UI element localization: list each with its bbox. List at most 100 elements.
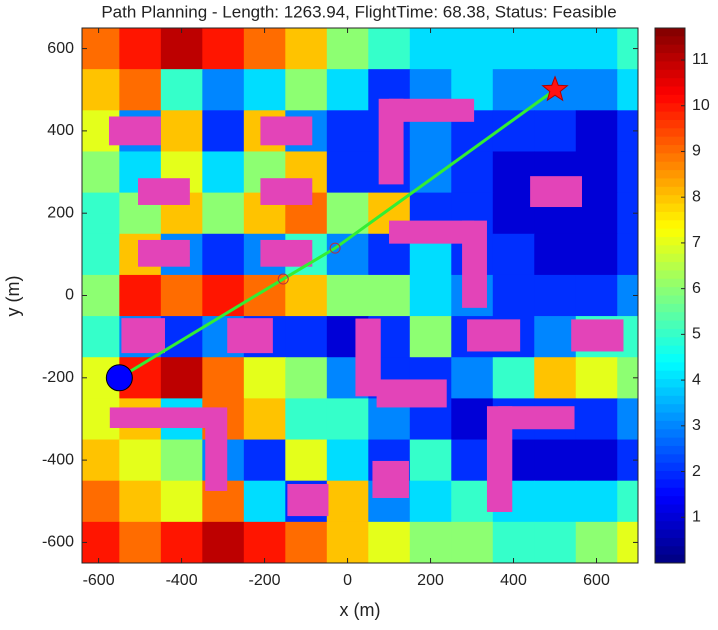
- heat-cell: [243, 357, 286, 399]
- colorbar-swatch: [655, 78, 685, 88]
- colorbar-swatch: [655, 103, 685, 113]
- obstacle: [260, 116, 313, 146]
- heat-cell: [492, 521, 535, 563]
- heat-cell: [409, 274, 452, 317]
- obstacle: [389, 220, 475, 244]
- colorbar-swatch: [655, 94, 685, 104]
- heat-cell: [451, 398, 494, 441]
- heat-cell: [617, 69, 638, 111]
- heat-cell: [534, 521, 577, 563]
- y-tick-label: 400: [47, 122, 74, 139]
- heat-cell: [534, 110, 577, 153]
- heat-cell: [243, 521, 286, 563]
- heat-cell: [617, 521, 638, 563]
- heat-cell: [575, 151, 618, 194]
- heat-cell: [82, 151, 120, 194]
- y-tick-label: -600: [42, 534, 74, 551]
- heat-cell: [534, 274, 577, 317]
- heat-cell: [451, 439, 494, 482]
- colorbar-swatch: [655, 379, 685, 388]
- obstacle: [355, 318, 381, 397]
- obstacle: [571, 319, 624, 352]
- colorbar-swatch: [655, 228, 685, 238]
- heat-cell: [119, 69, 162, 111]
- heat-cell: [617, 28, 638, 70]
- heat-cell: [368, 521, 411, 563]
- colorbar-tick-label: 5: [692, 326, 701, 343]
- obstacle: [486, 406, 513, 512]
- heat-cell: [202, 110, 245, 153]
- heat-cell: [82, 439, 120, 482]
- y-tick-label: 0: [65, 287, 74, 304]
- obstacle: [467, 319, 521, 352]
- heat-cell: [409, 151, 452, 194]
- obstacle: [227, 318, 273, 354]
- heat-cell: [451, 357, 494, 399]
- heat-cell: [202, 28, 245, 70]
- y-axis-label: y (m): [3, 276, 23, 317]
- colorbar-swatch: [655, 53, 685, 62]
- colorbar-swatch: [655, 195, 685, 205]
- heat-cell: [617, 151, 638, 194]
- colorbar-swatch: [655, 354, 685, 363]
- heat-cell: [451, 151, 494, 194]
- colorbar-swatch: [655, 462, 685, 472]
- colorbar-swatch: [655, 28, 685, 37]
- colorbar-swatch: [655, 69, 685, 79]
- colorbar-swatch: [655, 170, 685, 179]
- colorbar-swatch: [655, 504, 685, 514]
- heat-cell: [119, 274, 162, 317]
- heat-cell: [285, 69, 328, 111]
- colorbar-swatch: [655, 404, 685, 414]
- colorbar-tick-label: 9: [692, 143, 701, 160]
- obstacle: [121, 318, 165, 354]
- heat-cell: [492, 28, 535, 70]
- colorbar-tick-label: 10: [692, 97, 710, 114]
- heat-cell: [451, 480, 494, 523]
- colorbar-tick-label: 3: [692, 417, 701, 434]
- heat-cell: [119, 480, 162, 523]
- heat-cell: [160, 316, 203, 358]
- colorbar-swatch: [655, 546, 685, 556]
- heat-cell: [285, 439, 328, 482]
- heat-cell: [243, 480, 286, 523]
- heat-cell: [492, 192, 535, 235]
- obstacle: [530, 176, 582, 208]
- y-tick-label: 600: [47, 40, 74, 57]
- heat-cell: [82, 28, 120, 70]
- colorbar-swatch: [655, 86, 685, 96]
- obstacle: [372, 460, 409, 498]
- heat-cell: [160, 69, 203, 111]
- heat-cell: [617, 480, 638, 523]
- heat-cell: [575, 274, 618, 317]
- heat-cell: [82, 192, 120, 235]
- heat-cell: [82, 480, 120, 523]
- heat-cell: [326, 398, 369, 441]
- colorbar-swatch: [655, 295, 685, 305]
- heat-cell: [617, 233, 638, 276]
- heat-cell: [243, 28, 286, 70]
- heat-cell: [160, 110, 203, 153]
- y-tick-label: 200: [47, 204, 74, 221]
- heat-cell: [575, 521, 618, 563]
- colorbar-frame: [654, 27, 686, 564]
- colorbar-swatch: [655, 136, 685, 146]
- colorbar-swatch: [655, 262, 685, 271]
- colorbar-swatch: [655, 44, 685, 54]
- x-tick-label: -400: [166, 572, 198, 589]
- colorbar-swatch: [655, 387, 685, 397]
- heat-cell: [285, 274, 328, 317]
- heat-cell: [575, 28, 618, 70]
- heat-cell: [82, 69, 120, 111]
- heat-cell: [492, 274, 535, 317]
- heat-cell: [326, 110, 369, 153]
- colorbar-swatch: [655, 337, 685, 347]
- goal-point: [541, 75, 569, 102]
- heat-cell: [451, 521, 494, 563]
- heat-cell: [285, 357, 328, 399]
- colorbar-swatch: [655, 61, 685, 71]
- heat-cell: [160, 357, 203, 399]
- chart-title: Path Planning - Length: 1263.94, FlightT…: [101, 2, 616, 21]
- colorbar-swatch: [655, 529, 685, 539]
- obstacle: [109, 407, 218, 429]
